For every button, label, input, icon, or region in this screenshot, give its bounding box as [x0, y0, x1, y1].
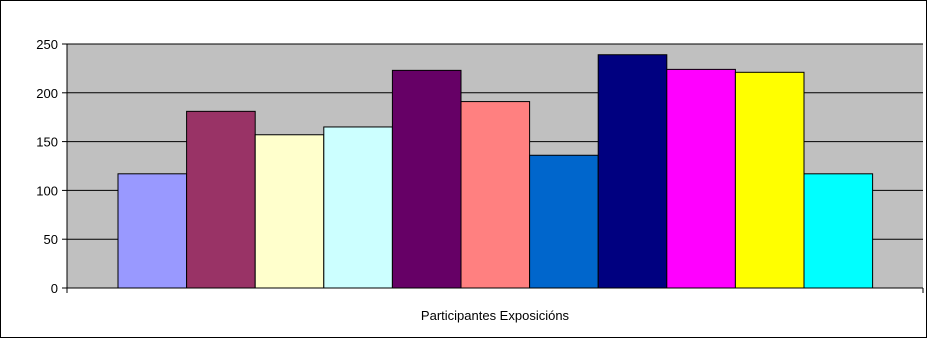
- x-axis-label: Participantes Exposicións: [421, 308, 570, 323]
- bar-9: [666, 68, 736, 289]
- axes: [62, 43, 924, 293]
- y-tick-label-0: 0: [51, 281, 58, 296]
- bar-2: [186, 110, 256, 289]
- bar-4: [323, 126, 393, 289]
- y-tick-label-50: 50: [44, 232, 58, 247]
- y-tick-label-150: 150: [36, 135, 58, 150]
- y-tick-label-250: 250: [36, 37, 58, 52]
- bar-8: [597, 54, 668, 289]
- bar-7: [529, 154, 599, 289]
- bars: [117, 54, 874, 289]
- bar-5: [391, 69, 462, 289]
- y-tick-labels: 0 50 100 150 200 250: [36, 37, 58, 296]
- bar-6: [460, 101, 531, 289]
- bar-10: [734, 71, 805, 289]
- bar-1: [117, 173, 188, 289]
- bar-3: [254, 134, 325, 289]
- y-tick-label-200: 200: [36, 86, 58, 101]
- bar-11: [803, 173, 874, 289]
- y-tick-label-100: 100: [36, 183, 58, 198]
